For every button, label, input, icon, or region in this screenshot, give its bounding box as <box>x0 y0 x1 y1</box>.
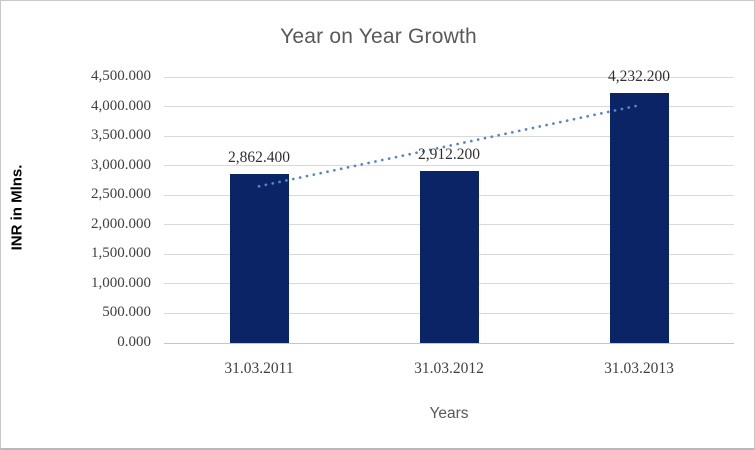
bar-data-label: 2,862.400 <box>228 148 290 166</box>
y-tick-label: 3,000.000 <box>91 156 151 173</box>
y-tick-label: 3,500.000 <box>91 127 151 144</box>
plot-area: 2,862.400 2,912.200 4,232.200 <box>164 68 734 344</box>
chart-title: Year on Year Growth <box>280 25 477 48</box>
bar-31.03.2011 <box>229 173 289 343</box>
bar-data-label: 2,912.200 <box>418 145 480 163</box>
x-tick-label: 31.03.2012 <box>414 360 484 377</box>
bar-31.03.2012 <box>419 170 479 343</box>
gridline <box>164 135 734 137</box>
bar-data-label: 4,232.200 <box>608 67 670 85</box>
y-tick-label: 4,500.000 <box>91 68 151 84</box>
gridline <box>164 76 734 78</box>
y-tick-label: 2,500.000 <box>91 186 151 203</box>
y-tick-label: 2,000.000 <box>91 215 151 232</box>
y-tick-label: 0.000 <box>117 334 151 350</box>
y-tick-label: 1,500.000 <box>91 245 151 262</box>
gridline <box>164 165 734 167</box>
y-tick-label: 4,000.000 <box>91 97 151 114</box>
x-tick-label: 31.03.2011 <box>224 360 294 377</box>
y-tick-label: 500.000 <box>102 304 151 321</box>
gridline <box>164 106 734 108</box>
trendline <box>257 103 641 188</box>
x-tick-label: 31.03.2013 <box>604 360 674 377</box>
x-axis-title: Years <box>429 405 469 422</box>
bar-31.03.2013 <box>609 92 669 343</box>
y-tick-label: 1,000.000 <box>91 274 151 291</box>
x-axis-line <box>164 342 734 344</box>
